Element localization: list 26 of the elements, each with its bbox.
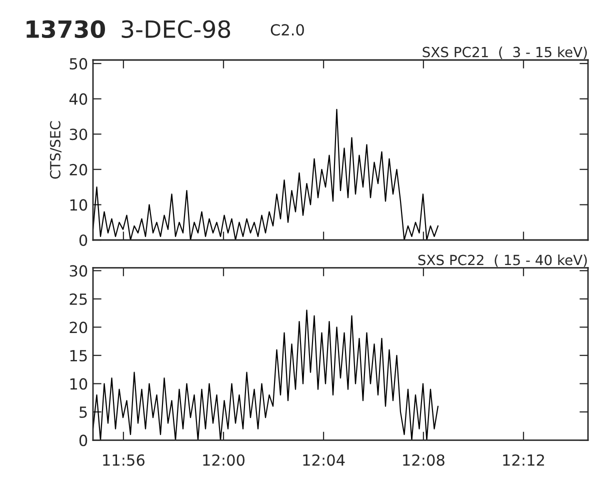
y-tick-label: 20 <box>70 322 88 334</box>
x-tick-label: 11:56 <box>103 454 144 466</box>
x-tick-label: 12:12 <box>503 454 544 466</box>
text: 3-DEC-98 <box>122 20 230 38</box>
y-tick-label: 15 <box>70 350 87 362</box>
x-tick-label: 12:08 <box>403 454 444 466</box>
y-axis-title: CTS/SEC <box>50 121 62 179</box>
y-tick-label: 0 <box>79 434 88 446</box>
y-tick-label: 10 <box>70 199 88 211</box>
y-tick-label: 50 <box>70 58 88 70</box>
line-series <box>93 108 439 240</box>
text: C2.0 <box>270 24 304 36</box>
text: 13730 <box>26 20 106 38</box>
y-tick-label: 30 <box>70 128 88 140</box>
x-tick-label: 12:00 <box>203 454 244 466</box>
x-tick-label: 12:04 <box>303 454 345 466</box>
chart-title: SXS PC22 ( 15 - 40 keV) <box>418 254 587 267</box>
y-tick-label: 20 <box>70 164 88 176</box>
y-tick-label: 5 <box>80 406 87 418</box>
y-tick-label: 0 <box>79 234 88 246</box>
line-series <box>93 310 439 440</box>
chart-title: SXS PC21 ( 3 - 15 keV) <box>422 46 587 59</box>
y-tick-label: 30 <box>70 265 88 277</box>
y-tick-label: 10 <box>70 378 88 390</box>
y-tick-label: 40 <box>69 93 88 105</box>
y-tick-label: 25 <box>70 293 87 305</box>
